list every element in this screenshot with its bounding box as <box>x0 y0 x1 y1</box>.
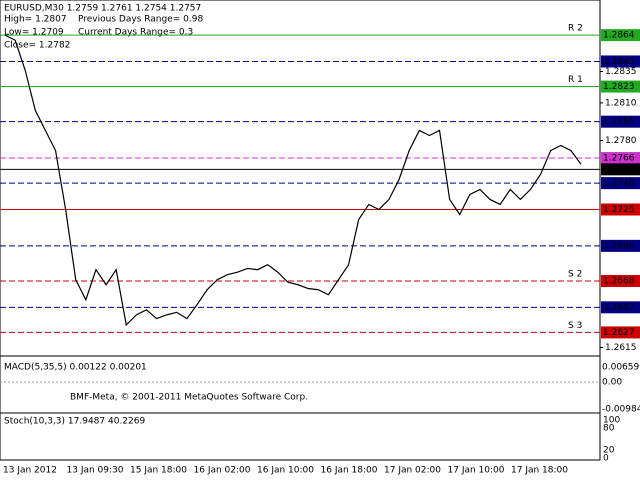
x-tick-label: 16 Jan 02:00 <box>194 466 251 476</box>
price-label-bg <box>601 301 640 314</box>
x-tick-label: 16 Jan 10:00 <box>257 466 314 476</box>
x-tick-label: 17 Jan 02:00 <box>384 466 441 476</box>
level-name: R 2 <box>568 24 583 34</box>
price-label-bg <box>601 115 640 128</box>
price-label: 1.2696 <box>603 241 635 251</box>
level-name: S 3 <box>568 321 582 331</box>
price-line <box>4 34 582 327</box>
x-tick-label: 17 Jan 10:00 <box>448 466 505 476</box>
price-label: 1.2746 <box>603 179 635 189</box>
x-tick-label: 15 Jan 18:00 <box>130 466 187 476</box>
info: Close= 1.2782 <box>4 41 70 51</box>
price-label-bg <box>601 80 640 93</box>
price-label-bg <box>601 274 640 287</box>
macd-tick-label: -0.00984 <box>602 405 640 415</box>
plot-frame <box>0 0 601 461</box>
copyright: BMF-Meta, © 2001-2011 MetaQuotes Softwar… <box>70 393 308 403</box>
x-tick-label: 17 Jan 18:00 <box>511 466 568 476</box>
y-tick-label: 1.2810 <box>605 98 637 108</box>
macd-label: MACD(5,35,5) 0.00122 0.00201 <box>4 363 147 373</box>
stoch-tick-label: 80 <box>603 424 615 434</box>
stoch-tick-label: 100 <box>603 416 620 426</box>
x-tick-label: 13 Jan 09:30 <box>67 466 124 476</box>
price-label-bg <box>601 55 640 68</box>
stoch-tick-label: 20 <box>603 446 615 456</box>
y-tick-label: 1.2780 <box>605 136 637 146</box>
y-tick-label: 1.2615 <box>605 343 637 353</box>
price-label: 1.2843 <box>603 57 635 67</box>
price-label-bg <box>601 29 640 42</box>
price-label: 1.2725 <box>603 205 635 215</box>
price-label: 1.2795 <box>603 117 635 127</box>
price-label-bg <box>601 177 640 190</box>
price-label: 1.2766 <box>603 154 635 164</box>
x-tick-label: 13 Jan 2012 <box>3 466 57 476</box>
macd-tick-label: 0.00 <box>602 378 622 388</box>
price-label: 1.2823 <box>603 82 635 92</box>
y-tick-label: 1.2835 <box>605 67 637 77</box>
price-label: 1.2864 <box>603 31 635 41</box>
price-label-bg <box>601 163 640 176</box>
price-label: 1.2647 <box>603 303 635 313</box>
price-label: 1.2757 <box>603 165 635 175</box>
chart-title: EURUSD,M30 1.2759 1.2761 1.2754 1.2757 <box>4 4 201 14</box>
level-name: S 2 <box>568 269 582 279</box>
info: High= 1.2807 <box>4 15 67 25</box>
stoch-tick-label: 0 <box>603 454 609 464</box>
level-name: R 1 <box>568 75 583 85</box>
price-label: 1.2668 <box>603 276 635 286</box>
info: Current Days Range= 0.3 <box>78 28 193 38</box>
price-label-bg <box>601 152 640 165</box>
macd-tick-label: 0.006599 <box>602 363 640 373</box>
x-tick-label: 16 Jan 18:00 <box>321 466 378 476</box>
price-label-bg <box>601 203 640 216</box>
price-label-bg <box>601 239 640 252</box>
info: Previous Days Range= 0.98 <box>78 15 203 25</box>
stoch-label: Stoch(10,3,3) 17.9487 40.2269 <box>4 417 145 427</box>
price-label-bg <box>601 326 640 339</box>
info: Low= 1.2709 <box>4 28 64 38</box>
price-label: 1.2627 <box>603 328 635 338</box>
